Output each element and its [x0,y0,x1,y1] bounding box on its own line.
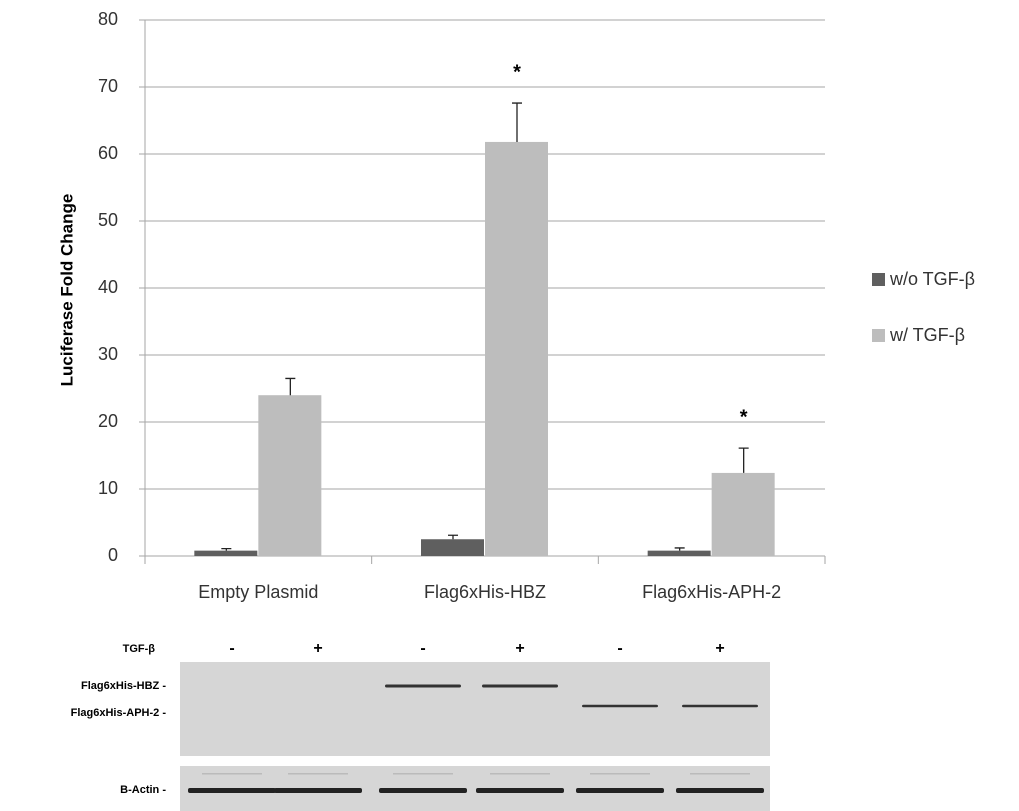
error-bar [221,549,231,551]
lane-sign: - [617,640,622,657]
x-tick-label: Empty Plasmid [198,582,318,602]
row-label: Flag6xHis-HBZ - [81,680,166,692]
legend-swatch [872,329,885,342]
lane-sign: + [515,640,524,657]
figure: Luciferase Fold Change TGF-β 0 10 20 30 40 50… [0,0,1019,811]
band [682,705,758,708]
significance-mark: * [513,61,521,83]
bar [421,539,484,556]
band [379,788,467,793]
bar [648,551,711,556]
lane-sign: + [313,640,322,657]
error-bar [739,448,749,473]
band [476,788,564,793]
lane-sign: - [420,640,425,657]
error-bar [512,103,522,142]
band [590,773,650,775]
error-bar [448,535,458,539]
bar [712,473,775,556]
y-tick-label: 70 [98,76,118,96]
legend-swatch [872,273,885,286]
band [202,773,262,775]
y-tick-label: 40 [98,277,118,297]
y-tick-label: 10 [98,478,118,498]
band [288,773,348,775]
y-axis-label: Luciferase Fold Change [57,194,76,387]
legend-label: w/ TGF-β [889,325,965,345]
band [676,788,764,793]
bar [485,142,548,556]
band [393,773,453,775]
band [490,773,550,775]
x-tick-label: Flag6xHis-HBZ [424,582,546,602]
y-tick-label: 60 [98,143,118,163]
significance-mark: * [740,406,748,428]
band [582,705,658,708]
y-tick-label: 80 [98,9,118,29]
band [385,685,461,688]
blot-panel [180,662,770,756]
x-tick-label: Flag6xHis-APH-2 [642,582,781,602]
y-tick-label: 50 [98,210,118,230]
error-bar [675,548,685,551]
band [576,788,664,793]
y-tick-label: 20 [98,411,118,431]
legend-label: w/o TGF-β [889,269,975,289]
lane-sign: - [229,640,234,657]
band [274,788,362,793]
treatment-label: TGF-β [123,643,156,655]
row-label: B-Actin - [120,784,166,796]
band [188,788,276,793]
band [482,685,558,688]
bar [194,551,257,556]
y-tick-label: 0 [108,545,118,565]
lane-sign: + [715,640,724,657]
bar [258,395,321,556]
row-label: Flag6xHis-APH-2 - [71,707,167,719]
y-tick-label: 30 [98,344,118,364]
band [690,773,750,775]
error-bar [285,378,295,395]
